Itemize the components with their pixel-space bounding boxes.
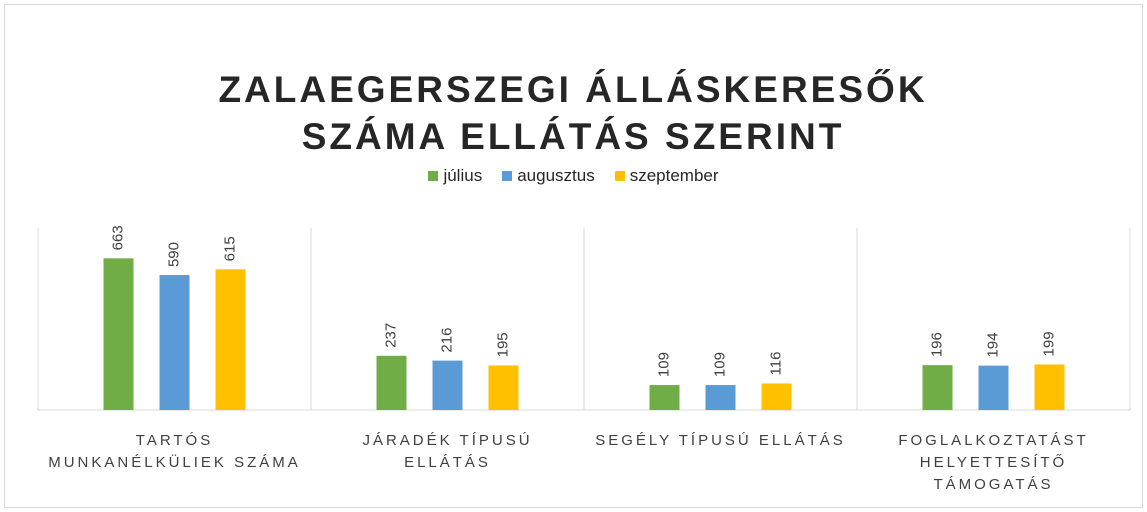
legend-label: július — [443, 166, 483, 185]
bar — [215, 269, 246, 410]
data-label: 216 — [438, 328, 455, 353]
chart-title: ZALAEGERSZEGI ÁLLÁSKERESŐK SZÁMA ELLÁTÁS… — [218, 69, 928, 157]
chart-frame — [4, 4, 1143, 508]
data-label: 109 — [711, 352, 728, 377]
bar — [1034, 364, 1065, 410]
legend-item: szeptember — [614, 166, 719, 186]
data-label: 109 — [655, 352, 672, 377]
data-label: 663 — [109, 225, 126, 250]
bar — [159, 275, 190, 410]
legend-label: augusztus — [517, 166, 595, 185]
bar — [705, 385, 736, 410]
bar — [103, 258, 134, 410]
x-tick-label: JÁRADÉK TÍPUSÚ ELLÁTÁS — [362, 432, 533, 471]
data-label: 195 — [494, 332, 511, 357]
bar — [978, 365, 1009, 410]
legend: július augusztus szeptember — [0, 166, 1147, 186]
x-tick-label: SEGÉLY TÍPUSÚ ELLÁTÁS — [595, 432, 846, 449]
legend-item: augusztus — [502, 166, 595, 186]
legend-item: július — [428, 166, 482, 186]
bar — [432, 360, 463, 410]
x-tick-label: FOGLALKOZTATÁST HELYETTESÍTŐ TÁMOGATÁS — [898, 432, 1089, 493]
legend-swatch — [614, 171, 625, 181]
x-tick-label: TARTÓS MUNKANÉLKÜLIEK SZÁMA — [48, 432, 301, 471]
legend-swatch — [502, 171, 513, 181]
bar — [488, 365, 519, 410]
bar — [922, 365, 953, 410]
legend-swatch — [428, 171, 439, 181]
data-label: 196 — [928, 332, 945, 357]
data-label: 590 — [165, 242, 182, 267]
bar — [761, 383, 792, 410]
bar — [376, 355, 407, 410]
data-label: 116 — [767, 352, 784, 376]
bar — [649, 385, 680, 410]
data-label: 615 — [221, 236, 238, 261]
data-label: 194 — [984, 333, 1001, 358]
legend-label: szeptember — [629, 166, 719, 185]
data-label: 237 — [382, 323, 399, 348]
data-label: 199 — [1040, 331, 1057, 356]
